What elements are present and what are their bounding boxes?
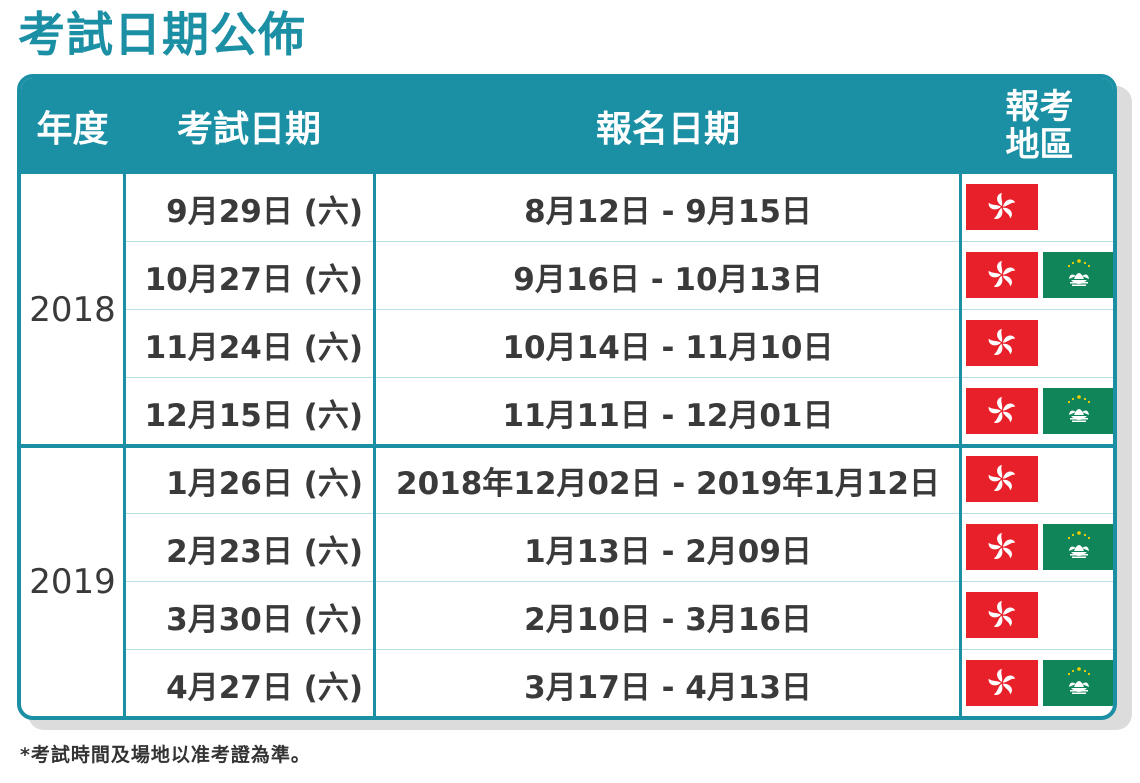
page-title: 考試日期公佈 xyxy=(18,8,306,63)
table-row: 9月29日 (六) 8月12日 - 9月15日 xyxy=(21,174,1113,242)
table-row: 1月26日 (六) 2018年12月02日 - 2019年1月12日 xyxy=(21,446,1113,514)
hong-kong-flag-icon xyxy=(966,388,1038,434)
header-registration-date: 報名日期 xyxy=(595,109,740,150)
column-divider-region xyxy=(959,170,962,716)
hong-kong-flag-icon xyxy=(966,320,1038,366)
hong-kong-flag-icon xyxy=(966,456,1038,502)
hong-kong-flag-icon xyxy=(966,184,1038,230)
region-flags xyxy=(965,582,1113,650)
exam-date-cell: 9月29日 (六) xyxy=(166,193,363,230)
region-flags xyxy=(965,378,1113,446)
row-divider xyxy=(124,581,1113,582)
registration-date-cell: 2月10日 - 3月16日 xyxy=(524,601,812,638)
exam-date-cell: 2月23日 (六) xyxy=(166,533,363,570)
footnote: *考試時間及場地以准考證為準。 xyxy=(20,744,311,766)
registration-date-cell: 9月16日 - 10月13日 xyxy=(513,261,823,298)
region-flags xyxy=(965,174,1113,242)
column-divider-year xyxy=(123,170,126,716)
macau-flag-icon xyxy=(1043,388,1113,434)
header-region: 報考 地區 xyxy=(962,78,1113,174)
registration-date-cell: 11月11日 - 12月01日 xyxy=(502,397,834,434)
table-row: 3月30日 (六) 2月10日 - 3月16日 xyxy=(21,582,1113,650)
row-divider xyxy=(124,241,1113,242)
row-divider xyxy=(124,649,1113,650)
exam-date-cell: 1月26日 (六) xyxy=(166,465,363,502)
registration-date-cell: 10月14日 - 11月10日 xyxy=(502,329,834,366)
header-year: 年度 xyxy=(36,109,109,150)
header-exam-date: 考試日期 xyxy=(176,109,321,150)
region-flags xyxy=(965,446,1113,514)
exam-date-cell: 10月27日 (六) xyxy=(144,261,363,298)
hong-kong-flag-icon xyxy=(966,592,1038,638)
region-flags xyxy=(965,242,1113,310)
macau-flag-icon xyxy=(1043,252,1113,298)
header-region-line1: 報考 xyxy=(1005,87,1074,127)
region-flags xyxy=(965,650,1113,716)
row-divider xyxy=(124,309,1113,310)
table-row: 10月27日 (六) 9月16日 - 10月13日 xyxy=(21,242,1113,310)
table-row: 12月15日 (六) 11月11日 - 12月01日 xyxy=(21,378,1113,446)
exam-date-cell: 12月15日 (六) xyxy=(144,397,363,434)
registration-date-cell: 8月12日 - 9月15日 xyxy=(524,193,812,230)
registration-date-cell: 1月13日 - 2月09日 xyxy=(524,533,812,570)
region-flags xyxy=(965,310,1113,378)
table-row: 2月23日 (六) 1月13日 - 2月09日 xyxy=(21,514,1113,582)
registration-date-cell: 3月17日 - 4月13日 xyxy=(524,669,812,706)
macau-flag-icon xyxy=(1043,660,1113,706)
hong-kong-flag-icon xyxy=(966,524,1038,570)
exam-schedule-table: 年度 考試日期 報名日期 報考 地區 9月29日 (六) 8月12日 - 9月15… xyxy=(17,74,1117,720)
column-divider-exam xyxy=(373,170,376,716)
table-row: 11月24日 (六) 10月14日 - 11月10日 xyxy=(21,310,1113,378)
macau-flag-icon xyxy=(1043,524,1113,570)
hong-kong-flag-icon xyxy=(966,660,1038,706)
year-cell: 2019 xyxy=(29,562,116,602)
table-row: 4月27日 (六) 3月17日 - 4月13日 xyxy=(21,650,1113,716)
hong-kong-flag-icon xyxy=(966,252,1038,298)
exam-date-cell: 3月30日 (六) xyxy=(166,601,363,638)
exam-date-cell: 11月24日 (六) xyxy=(144,329,363,366)
row-divider xyxy=(124,377,1113,378)
region-flags xyxy=(965,514,1113,582)
registration-date-cell: 2018年12月02日 - 2019年1月12日 xyxy=(396,465,940,502)
table-header: 年度 考試日期 報名日期 報考 地區 xyxy=(21,78,1113,174)
row-divider xyxy=(124,513,1113,514)
header-region-line2: 地區 xyxy=(1005,125,1074,165)
group-divider xyxy=(21,444,1113,448)
year-cell: 2018 xyxy=(29,290,116,330)
exam-date-cell: 4月27日 (六) xyxy=(166,669,363,706)
